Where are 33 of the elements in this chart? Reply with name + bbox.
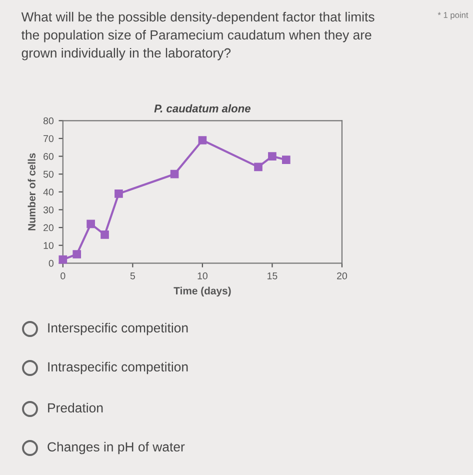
y-tick-label: 70	[44, 135, 54, 142]
x-tick-label: 20	[337, 272, 348, 280]
x-tick-label: 0	[60, 272, 66, 280]
y-tick-label: 80	[43, 117, 54, 124]
y-tick-label: 10	[44, 242, 54, 249]
point	[268, 152, 276, 160]
text: Intraspecific competition	[48, 362, 188, 374]
y-tick-label: 20	[44, 224, 54, 232]
y-tick-label: 60	[44, 153, 54, 160]
point	[72, 250, 82, 258]
point	[58, 255, 68, 264]
chart-title: P. caudatum alone	[154, 104, 251, 112]
x-tick-label: 10	[198, 272, 208, 280]
point	[198, 136, 207, 144]
point	[170, 170, 179, 178]
y-axis-title: Number of cells	[28, 153, 36, 230]
text: Interspecific competition	[48, 322, 188, 336]
point	[254, 162, 262, 172]
text: Changes in pH of water	[48, 442, 185, 454]
text: What will be the possible density-dependent factor that limits the population size of Paramecium caudatum when they are grown individually in the laboratory?	[21, 12, 374, 60]
y-tick-label: 50	[43, 170, 54, 178]
point	[282, 156, 290, 164]
y-tick-label: 0	[48, 260, 54, 267]
text: Predation	[48, 402, 103, 413]
y-tick-label: 40	[43, 188, 54, 196]
point	[114, 190, 123, 198]
text: * 1 point	[438, 12, 468, 20]
x-axis-title: Time (days)	[174, 286, 231, 297]
point	[86, 220, 95, 228]
x-tick-label: 5	[130, 272, 135, 280]
y-tick-label: 30	[43, 206, 54, 214]
x-tick-label: 15	[268, 272, 278, 280]
point	[100, 230, 109, 239]
